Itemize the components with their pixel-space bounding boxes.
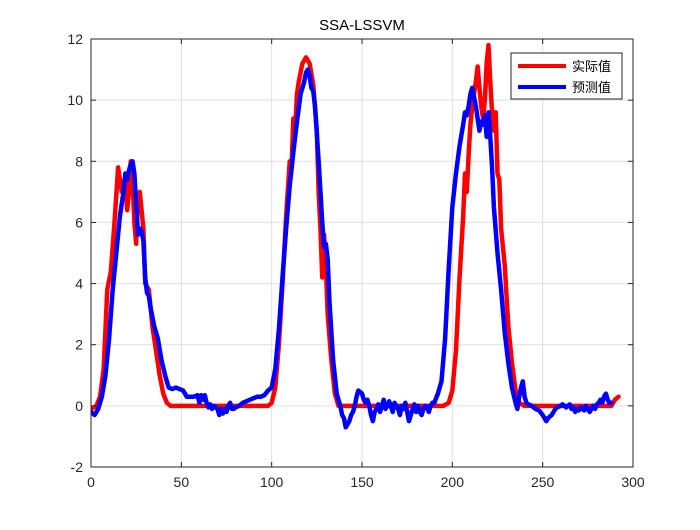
x-tick-label: 150 — [350, 474, 374, 490]
series-line-actual — [91, 42, 621, 412]
y-tick-label: 4 — [75, 276, 83, 292]
legend-label-actual: 实际值 — [572, 59, 611, 75]
x-tick-label: 200 — [441, 474, 465, 490]
legend-box — [510, 52, 623, 100]
x-tick-label: 250 — [531, 474, 555, 490]
y-tick-label: 12 — [67, 31, 83, 47]
x-tick-label: 0 — [87, 474, 95, 490]
series-line-predicted — [91, 67, 614, 430]
x-tick-label: 100 — [260, 474, 284, 490]
y-tick-label: 10 — [67, 92, 83, 108]
legend-label-predicted: 预测值 — [572, 80, 611, 96]
y-tick-label: 0 — [75, 398, 83, 414]
chart-title: SSA-LSSVM — [319, 17, 405, 34]
x-tick-label: 50 — [174, 474, 190, 490]
y-tick-label: 8 — [75, 153, 83, 169]
y-tick-label: 2 — [75, 337, 83, 353]
x-tick-label: 300 — [621, 474, 645, 490]
legend[interactable]: 实际值 预测值 — [510, 52, 623, 100]
grid-lines — [91, 39, 633, 467]
y-tick-label: 6 — [75, 214, 83, 230]
series-layer — [91, 42, 621, 430]
y-tick-label: -2 — [71, 459, 84, 475]
